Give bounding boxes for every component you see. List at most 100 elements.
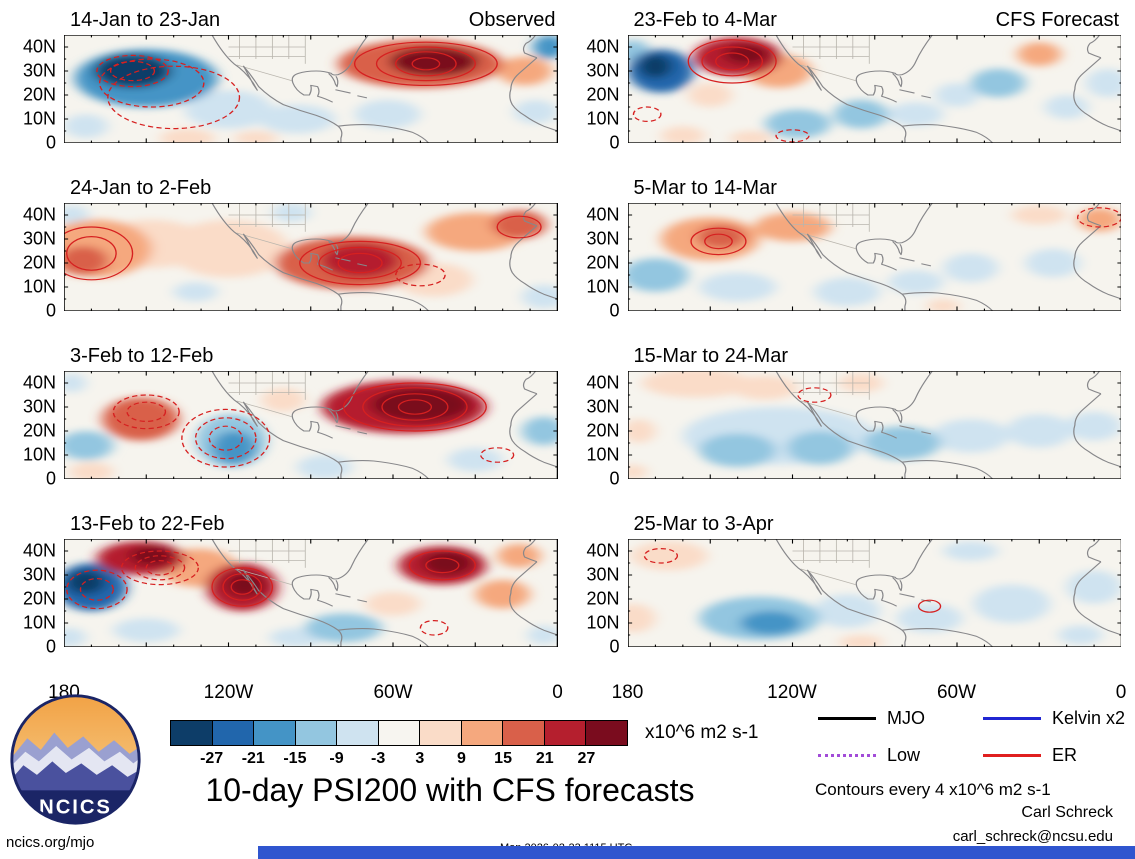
panel-body: 40N 30N 20N 10N 0: [572, 35, 1121, 153]
panel-date-label: 24-Jan to 2-Feb: [70, 177, 212, 199]
mjo-line-swatch: [818, 717, 876, 720]
map-canvas: [64, 371, 558, 479]
y-tick-label: 10N: [586, 444, 620, 465]
bottom-blue-bar: [258, 846, 1135, 859]
y-tick-label: 0: [45, 300, 56, 321]
map-layers: [627, 539, 1121, 647]
state-borders: [792, 539, 870, 585]
map-area: [64, 203, 558, 311]
colorbar-tick-label: 21: [535, 750, 554, 767]
panel-header: 25-Mar to 3-Apr: [572, 512, 1122, 536]
y-tick-label: 30N: [586, 228, 620, 249]
legend-label: MJO: [887, 708, 925, 728]
x-tick-label: 180: [611, 682, 644, 703]
map-layers: [64, 35, 558, 143]
panel-header: 23-Feb to 4-Mar CFS Forecast: [572, 8, 1122, 32]
figure-footer: NCICS -27 -21 -15 -9 -3 3 9 15 21 27 x10^6 m2 s-1…: [0, 672, 1135, 859]
y-tick-label: 20N: [22, 84, 56, 105]
y-tick-label: 10N: [586, 276, 620, 297]
map-area: [627, 539, 1121, 647]
x-tick-label: 0: [552, 682, 563, 703]
map-panel: 13-Feb to 22-Feb 40N 30N 20N 10N 0: [8, 512, 558, 657]
map-panel: 5-Mar to 14-Mar 40N 30N 20N 10N 0: [572, 176, 1122, 321]
y-tick-label: 40N: [586, 36, 620, 57]
y-tick-label: 0: [45, 636, 56, 657]
coastlines: [211, 35, 558, 143]
map-panel: 3-Feb to 12-Feb 40N 30N 20N 10N 0: [8, 344, 558, 489]
er-contour-lines: [643, 548, 941, 613]
panel-date-label: 14-Jan to 23-Jan: [70, 9, 221, 31]
panel-body: 40N 30N 20N 10N 0: [8, 35, 558, 153]
y-tick-label: 20N: [586, 420, 620, 441]
panel-header: 24-Jan to 2-Feb: [8, 176, 558, 200]
panel-body: 40N 30N 20N 10N 0: [572, 203, 1121, 321]
colorbar-tick-label: 15: [494, 750, 512, 767]
panel-header: 5-Mar to 14-Mar: [572, 176, 1122, 200]
y-tick-label: 40N: [22, 204, 56, 225]
map-area: [627, 35, 1121, 143]
er-contour-lines: [796, 387, 832, 403]
colorbar-cell: [171, 721, 213, 745]
er-contour-lines: [112, 382, 515, 468]
legend-label: ER: [1052, 745, 1078, 765]
colorbar-cell: [212, 721, 255, 745]
y-tick-label: 10N: [22, 612, 56, 633]
map-canvas: [627, 203, 1121, 311]
er-contour-lines: [689, 207, 1121, 256]
y-axis-labels: 40N 30N 20N 10N 0: [8, 35, 64, 153]
y-tick-label: 40N: [586, 540, 620, 561]
y-axis-labels: 40N 30N 20N 10N 0: [572, 371, 628, 489]
anomaly-blob-field: [627, 371, 1121, 479]
anomaly-blob-field: [64, 541, 558, 647]
colorbar-cell: [503, 721, 545, 745]
y-tick-label: 0: [45, 132, 56, 153]
panel-date-label: 5-Mar to 14-Mar: [633, 177, 777, 199]
x-tick-label: 120W: [767, 682, 817, 703]
map-panel: 25-Mar to 3-Apr 40N 30N 20N 10N 0: [572, 512, 1122, 657]
legend-grid: MJO Kelvin x2 Low ER: [818, 708, 1128, 766]
colorbar-cell: [378, 721, 421, 745]
kelvin-x2-line-swatch: [983, 717, 1041, 720]
column-tag: CFS Forecast: [995, 9, 1119, 31]
colorbar: -27 -21 -15 -9 -3 3 9 15 21 27: [170, 720, 628, 770]
panel-body: 40N 30N 20N 10N 0: [8, 203, 558, 321]
x-tick-label: 60W: [373, 682, 413, 703]
y-axis-labels: 40N 30N 20N 10N 0: [572, 35, 628, 153]
column-tag: Observed: [468, 9, 556, 31]
y-axis-labels: 40N 30N 20N 10N 0: [8, 371, 64, 489]
panel-header: 13-Feb to 22-Feb: [8, 512, 558, 536]
panel-date-label: 3-Feb to 12-Feb: [70, 345, 214, 367]
map-panel: 24-Jan to 2-Feb 40N 30N 20N 10N 0: [8, 176, 558, 321]
state-borders: [228, 539, 306, 585]
map-canvas: [627, 371, 1121, 479]
figure-title: 10-day PSI200 with CFS forecasts: [205, 772, 695, 808]
panel-header: 14-Jan to 23-Jan Observed: [8, 8, 558, 32]
colorbar-tick-label: -3: [371, 750, 386, 767]
y-tick-label: 20N: [22, 588, 56, 609]
wave-legend: MJO Kelvin x2 Low ER: [818, 708, 1128, 766]
colorbar-tick-label: 3: [415, 750, 425, 767]
site-link[interactable]: ncics.org/mjo: [6, 834, 95, 851]
y-tick-label: 30N: [22, 396, 56, 417]
y-tick-label: 10N: [22, 276, 56, 297]
credit-name: Carl Schreck: [1021, 804, 1113, 821]
y-tick-label: 30N: [22, 60, 56, 81]
low-line-swatch: [818, 754, 876, 757]
colorbar-tick-label: 9: [457, 750, 466, 767]
er-contour-lines: [64, 215, 542, 287]
coastlines: [774, 35, 1121, 143]
anomaly-blob-field: [627, 541, 1121, 647]
colorbar-cells: [170, 720, 628, 746]
y-tick-label: 20N: [586, 84, 620, 105]
y-tick-label: 10N: [22, 444, 56, 465]
map-layers: [627, 371, 1121, 479]
map-area: [64, 371, 558, 479]
state-borders: [792, 371, 870, 417]
map-panel: 14-Jan to 23-Jan Observed 40N 30N 20N 10N 0: [8, 8, 558, 153]
colorbar-tick-label: -27: [200, 750, 224, 767]
colorbar-cell: [420, 721, 462, 745]
legend-item: ER: [983, 745, 1128, 766]
x-tick-label: 60W: [936, 682, 977, 703]
colorbar-cell: [295, 721, 338, 745]
y-axis-labels: 40N 30N 20N 10N 0: [8, 203, 64, 321]
